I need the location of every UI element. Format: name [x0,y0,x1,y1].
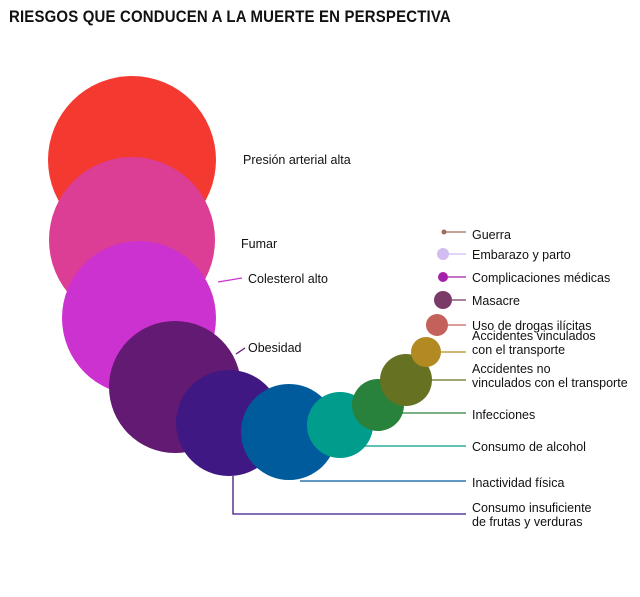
bubble-group [441,229,466,235]
bubble-group [434,291,466,309]
chart-title: RIESGOS QUE CONDUCEN A LA MUERTE EN PERS… [9,7,451,26]
bubble-group [438,272,466,282]
bubble-label: Consumo de alcohol [472,440,586,454]
bubble-label: Accidentes no [472,362,551,376]
bubble-label: Complicaciones médicas [472,271,610,285]
bubble-label: con el transporte [472,343,565,357]
bubble [411,337,441,367]
bubble-label: Guerra [472,228,511,242]
bubble-label: Presión arterial alta [243,153,351,167]
leader-line [232,476,466,515]
bubble [437,248,449,260]
bubble-label: Embarazo y parto [472,248,571,262]
bubble-label: Fumar [241,237,277,251]
bubble-group [437,248,466,260]
bubble-label: Accidentes vinculados [472,329,596,343]
bubble-label: Masacre [472,294,520,308]
bubble-label: Uso de drogas ilícitas [472,319,592,333]
bubble-label: Inactividad física [472,476,564,490]
bubble-group [411,337,466,367]
bubble [380,354,432,406]
bubble [434,291,452,309]
bubble-label: Colesterol alto [248,272,328,286]
bubble-group [380,354,466,406]
bubble-group [426,314,466,336]
bubble-label: Obesidad [248,341,302,355]
leader-line [217,277,243,283]
bubble-label: de frutas y verduras [472,515,582,529]
bubble [426,314,448,336]
bubble-label: vinculados con el transporte [472,376,628,390]
bubble-label: Consumo insuficiente [472,501,592,515]
bubble-label: Infecciones [472,408,535,422]
bubble [438,272,448,282]
leader-line [235,347,246,355]
bubble [441,229,447,235]
